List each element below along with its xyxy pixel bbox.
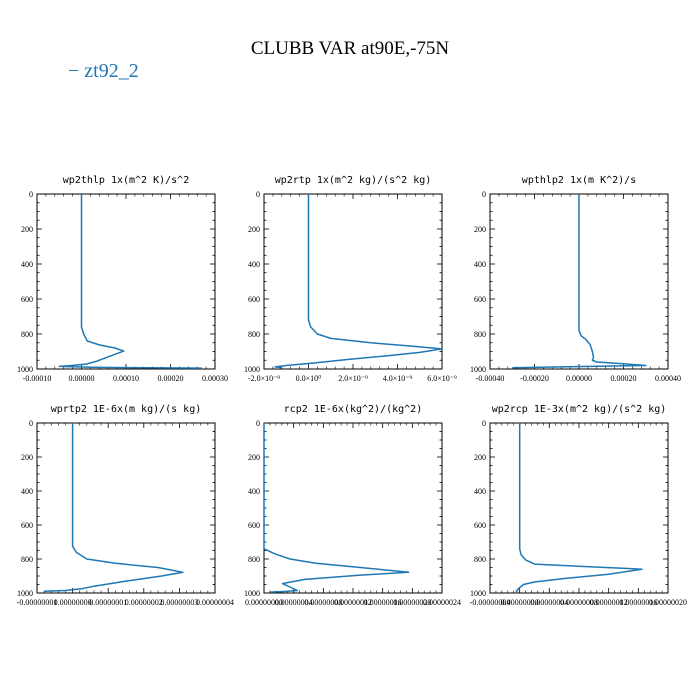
y-tick-label: 800	[474, 555, 486, 564]
y-tick-label: 200	[474, 225, 486, 234]
y-tick-label: 600	[21, 521, 33, 530]
y-tick-label: 800	[21, 330, 33, 339]
y-tick-label: 400	[248, 260, 260, 269]
y-tick-label: 800	[21, 555, 33, 564]
x-tick-label: -2.0×10⁻⁹	[248, 374, 280, 383]
x-tick-label: 0.00000012	[334, 598, 372, 607]
x-tick-label: 0.00020	[158, 374, 184, 383]
panel-title: wp2rcp 1E-3x(m^2 kg)/(s^2 kg)	[492, 404, 667, 415]
panel-title: rcp2 1E-6x(kg^2)/(kg^2)	[284, 404, 422, 415]
y-tick-label: 200	[248, 225, 260, 234]
y-tick-label: 800	[248, 555, 260, 564]
chart-panel-4: wprtp2 1E-6x(m kg)/(s kg) 0 200 400 600 800 10…	[17, 404, 234, 607]
x-tick-label: 2.0×10⁻⁹	[338, 374, 368, 383]
y-tick-label: 0	[482, 190, 486, 199]
legend: − zt92_2	[68, 60, 139, 83]
x-tick-label: -0.00040	[476, 374, 505, 383]
y-tick-label: 200	[474, 453, 486, 462]
x-tick-label: 0.00000	[69, 374, 95, 383]
series-line-zt92_2	[515, 423, 643, 593]
x-tick-label: 0.00000012	[590, 598, 628, 607]
x-tick-label: 0.00000016	[364, 598, 402, 607]
y-tick-label: 600	[474, 521, 486, 530]
y-tick-label: 200	[248, 453, 260, 462]
chart-panel-3: wpthlp2 1x(m K^2)/s02004006008001000-0.0…	[470, 175, 681, 383]
y-tick-label: 0	[256, 419, 260, 428]
y-tick-label: 800	[474, 330, 486, 339]
x-tick-label: 0.00000008	[304, 598, 342, 607]
panel-title: wp2thlp 1x(m^2 K)/s^2	[63, 175, 189, 186]
y-tick-label: 400	[474, 487, 486, 496]
y-tick-label: 600	[248, 295, 260, 304]
x-tick-label: 0.00000004	[275, 598, 313, 607]
y-tick-label: 1000	[17, 365, 33, 374]
x-tick-label: 0.00030	[202, 374, 228, 383]
y-tick-label: 800	[248, 330, 260, 339]
x-tick-label: 0.00000002	[125, 598, 163, 607]
series-line-zt92_2	[274, 194, 443, 369]
y-tick-label: 200	[21, 225, 33, 234]
x-tick-label: 0.00000016	[619, 598, 657, 607]
y-tick-label: 0	[482, 419, 486, 428]
y-tick-label: 1000	[470, 589, 486, 598]
panel-title: wprtp2 1E-6x(m kg)/(s kg)	[51, 404, 202, 415]
panel-title: wp2rtp 1x(m^2 kg)/(s^2 kg)	[275, 175, 432, 186]
y-tick-label: 600	[474, 295, 486, 304]
plot-frame	[489, 422, 669, 594]
plot-frame	[36, 422, 216, 594]
x-tick-label: -0.00020	[520, 374, 549, 383]
y-tick-label: 200	[21, 453, 33, 462]
figure-title: CLUBB VAR at90E,-75N	[250, 38, 450, 59]
x-tick-label: -0.00000001	[17, 598, 58, 607]
x-tick-label: 0.00000000	[245, 598, 283, 607]
y-tick-label: 1000	[470, 365, 486, 374]
y-tick-label: 0	[29, 419, 33, 428]
x-tick-label: 0.00000000	[54, 598, 92, 607]
x-tick-label: 6.0×10⁻⁹	[427, 374, 457, 383]
y-tick-label: 600	[248, 521, 260, 530]
x-tick-label: 0.00020	[611, 374, 637, 383]
series-line-zt92_2	[44, 423, 184, 593]
y-tick-label: 400	[248, 487, 260, 496]
series-line-zt92_2	[58, 194, 202, 369]
y-tick-label: 1000	[244, 589, 260, 598]
series-line-zt92_2	[512, 194, 647, 369]
y-tick-label: 0	[256, 190, 260, 199]
chart-panel-5: rcp2 1E-6x(kg^2)/(kg^2) 0 200 400 600 800 1000…	[244, 404, 461, 607]
chart-panel-1: wp2thlp 1x(m^2 K)/s^2 0 200 400 600 800 1000-0…	[17, 175, 228, 383]
y-tick-label: 400	[21, 260, 33, 269]
series-line-zt92_2	[263, 423, 410, 593]
x-tick-label: 0.0×10⁰	[296, 374, 322, 383]
y-tick-label: 0	[29, 190, 33, 199]
x-tick-label: -0.00010	[23, 374, 52, 383]
chart-panel-2: wp2rtp 1x(m^2 kg)/(s^2 kg) 0 200 400 600 800 1…	[244, 175, 457, 383]
y-tick-label: 400	[474, 260, 486, 269]
x-tick-label: 0.00000024	[423, 598, 461, 607]
x-tick-label: 0.00000008	[560, 598, 598, 607]
x-tick-label: 0.00000020	[393, 598, 431, 607]
x-tick-label: 0.00000003	[160, 598, 198, 607]
x-tick-label: 0.00040	[655, 374, 681, 383]
x-tick-label: -0.00000004	[470, 598, 511, 607]
x-tick-label: 0.00000001	[89, 598, 127, 607]
x-tick-label: 0.00000020	[649, 598, 687, 607]
x-tick-label: 0.00000004	[196, 598, 234, 607]
y-tick-label: 1000	[244, 365, 260, 374]
x-tick-label: 0.00000000	[501, 598, 539, 607]
x-tick-label: 0.00000004	[530, 598, 568, 607]
x-tick-label: 0.00000	[566, 374, 592, 383]
y-tick-label: 400	[21, 487, 33, 496]
y-tick-label: 1000	[17, 589, 33, 598]
x-tick-label: 0.00010	[113, 374, 139, 383]
panel-title: wpthlp2 1x(m K^2)/s	[522, 175, 636, 186]
x-tick-label: 4.0×10⁻⁹	[383, 374, 413, 383]
legend-label: zt92_2	[84, 60, 139, 82]
plot-frame	[263, 193, 443, 370]
chart-panel-6: wp2rcp 1E-3x(m^2 kg)/(s^2 kg) 0 200 400 600 8…	[470, 404, 687, 607]
plot-frame	[36, 193, 216, 370]
y-tick-label: 600	[21, 295, 33, 304]
legend-line-symbol: −	[68, 60, 80, 82]
